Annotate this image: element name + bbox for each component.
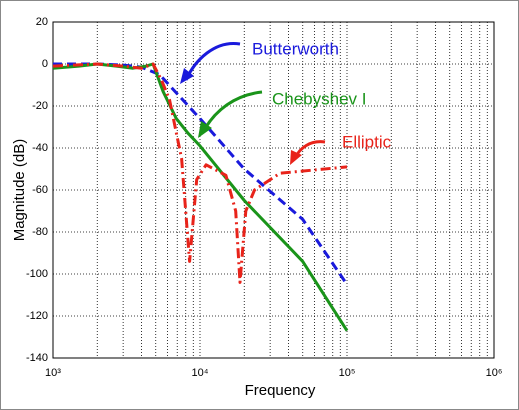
x-tick-label: 10³ — [45, 367, 61, 379]
y-tick-label: -100 — [26, 268, 48, 280]
arrow-head — [290, 150, 302, 165]
arrow-head — [180, 68, 194, 84]
series-line — [52, 62, 348, 284]
y-tick-label: -60 — [32, 184, 48, 196]
arrow-head — [198, 121, 212, 138]
y-tick-label: -20 — [32, 100, 48, 112]
x-tick-label: 10⁶ — [486, 367, 503, 379]
y-tick-label: -80 — [32, 226, 48, 238]
y-tick-label: 0 — [42, 58, 48, 70]
lines — [52, 62, 349, 332]
series-line — [53, 62, 349, 286]
annotation: Chebyshev I — [272, 89, 367, 108]
x-tick-label: 10⁴ — [192, 367, 209, 379]
x-tick-label: 10⁵ — [339, 367, 356, 379]
annotation: Elliptic — [342, 132, 392, 151]
plot-area — [52, 21, 495, 359]
x-axis-label: Frequency — [245, 382, 316, 399]
grid: 10³ 10⁴ 10⁵ 10⁶ 20 0 -20 -40 -60 -80 -100 -120 -140 — [26, 16, 502, 379]
y-tick-label: -140 — [26, 352, 48, 364]
y-axis-label: Magnitude (dB) — [11, 139, 28, 242]
y-tick-label: -120 — [26, 310, 48, 322]
y-tick-label: 20 — [36, 16, 48, 28]
annotation: Butterworth — [252, 39, 339, 58]
y-tick-label: -40 — [32, 142, 48, 154]
